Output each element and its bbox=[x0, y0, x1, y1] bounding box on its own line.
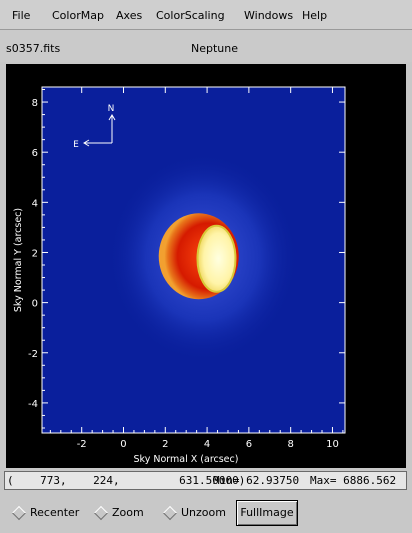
menu-bar: File ColorMap Axes ColorScaling Windows … bbox=[0, 0, 412, 30]
plot-frame bbox=[41, 86, 346, 434]
zoom-radio[interactable]: Zoom bbox=[93, 505, 144, 521]
info-bar: s0357.fits Neptune bbox=[0, 30, 412, 62]
x-tick-label: 6 bbox=[246, 439, 252, 450]
radio-diamond-icon bbox=[162, 505, 178, 521]
x-tick-label: 8 bbox=[287, 439, 293, 450]
y-tick-label: 0 bbox=[32, 299, 38, 310]
max-value: Max= 6886.562 bbox=[310, 474, 397, 487]
unzoom-radio[interactable]: Unzoom bbox=[162, 505, 226, 521]
axes-layer: -2 0 2 4 6 8 10 -4 -2 0 2 4 6 8 bbox=[28, 86, 346, 450]
plot-area bbox=[42, 87, 345, 433]
bright-crescent bbox=[196, 224, 237, 293]
cursor-coords: ( 773, 224, 631.50000) bbox=[7, 474, 246, 487]
recenter-label: Recenter bbox=[30, 506, 80, 519]
radio-diamond-icon bbox=[11, 505, 27, 521]
y-tick-label: 8 bbox=[32, 98, 38, 109]
y-tick-label: -2 bbox=[28, 349, 38, 360]
x-axis-label: Sky Normal X (arcsec) bbox=[134, 454, 239, 465]
compass-north-label: N bbox=[108, 104, 115, 114]
status-readout: ( 773, 224, 631.50000) Min= 62.93750 Max… bbox=[4, 471, 407, 490]
menu-colorscaling[interactable]: ColorScaling bbox=[156, 9, 225, 22]
zoom-label: Zoom bbox=[112, 506, 144, 519]
min-value: Min= 62.93750 bbox=[213, 474, 300, 487]
y-tick-label: -4 bbox=[28, 399, 38, 410]
file-name-label: s0357.fits bbox=[6, 42, 61, 55]
y-tick-label: 2 bbox=[32, 248, 38, 259]
image-viewer[interactable]: -2 0 2 4 6 8 10 -4 -2 0 2 4 6 8 Sky Normal X (arcsec)… bbox=[6, 64, 406, 468]
x-tick-label: -2 bbox=[77, 439, 87, 450]
x-tick-label: 10 bbox=[326, 439, 339, 450]
menu-colormap[interactable]: ColorMap bbox=[52, 9, 104, 22]
object-name-label: Neptune bbox=[191, 42, 239, 55]
x-tick-label: 4 bbox=[204, 439, 210, 450]
compass-east-label: E bbox=[73, 140, 79, 150]
menu-axes[interactable]: Axes bbox=[116, 9, 143, 22]
menu-windows[interactable]: Windows bbox=[244, 9, 294, 22]
y-tick-label: 4 bbox=[32, 198, 38, 209]
y-axis-label: Sky Normal Y (arcsec) bbox=[13, 208, 24, 312]
menu-file[interactable]: File bbox=[12, 9, 31, 22]
radio-diamond-icon bbox=[93, 505, 109, 521]
menu-help[interactable]: Help bbox=[302, 9, 328, 22]
x-tick-label: 0 bbox=[120, 439, 126, 450]
y-tick-label: 6 bbox=[32, 148, 38, 159]
unzoom-label: Unzoom bbox=[181, 506, 226, 519]
x-tick-label: 2 bbox=[162, 439, 168, 450]
full-image-button[interactable]: FullImage bbox=[236, 500, 298, 526]
compass: N E bbox=[73, 104, 116, 150]
image-plot[interactable]: -2 0 2 4 6 8 10 -4 -2 0 2 4 6 8 Sky Normal X (arcsec)… bbox=[6, 64, 406, 468]
recenter-radio[interactable]: Recenter bbox=[11, 505, 80, 521]
